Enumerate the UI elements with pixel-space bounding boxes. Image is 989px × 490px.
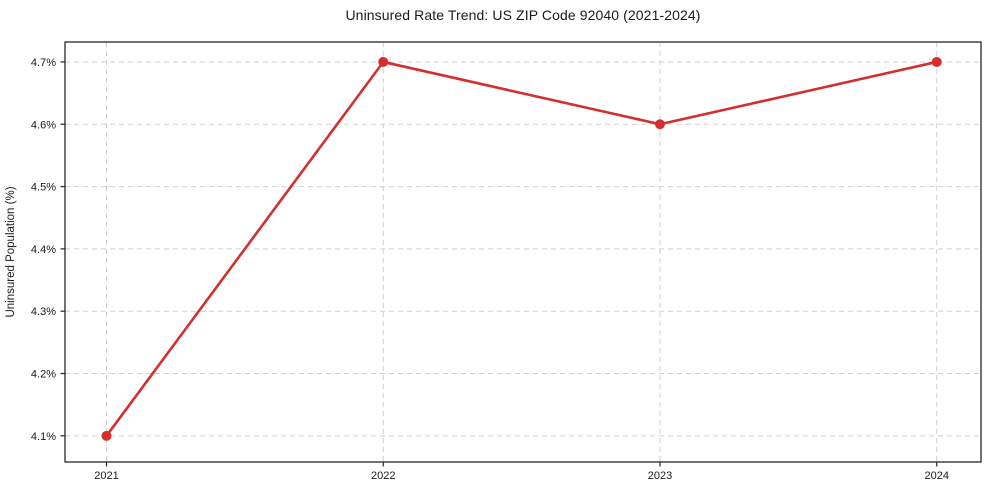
- data-point: [101, 430, 112, 441]
- chart-title: Uninsured Rate Trend: US ZIP Code 92040 …: [345, 7, 701, 23]
- plot-border: [64, 41, 982, 463]
- data-line: [105, 60, 939, 438]
- x-tick-label: 2022: [371, 470, 395, 482]
- y-tick-label: 4.6%: [31, 119, 56, 131]
- data-point: [378, 56, 389, 67]
- x-tick-label: 2023: [648, 470, 672, 482]
- data-point: [654, 119, 665, 130]
- y-axis-label: Uninsured Population (%): [5, 186, 17, 317]
- x-tick-label: 2021: [94, 470, 118, 482]
- y-tick-label: 4.5%: [31, 182, 56, 194]
- data-point: [931, 56, 942, 67]
- y-tick-label: 4.3%: [31, 306, 56, 318]
- y-tick-label: 4.2%: [31, 369, 56, 381]
- y-tick-label: 4.1%: [31, 431, 56, 443]
- y-tick-label: 4.7%: [31, 57, 56, 69]
- y-tick-label: 4.4%: [31, 244, 56, 256]
- x-tick-label: 2024: [924, 470, 948, 482]
